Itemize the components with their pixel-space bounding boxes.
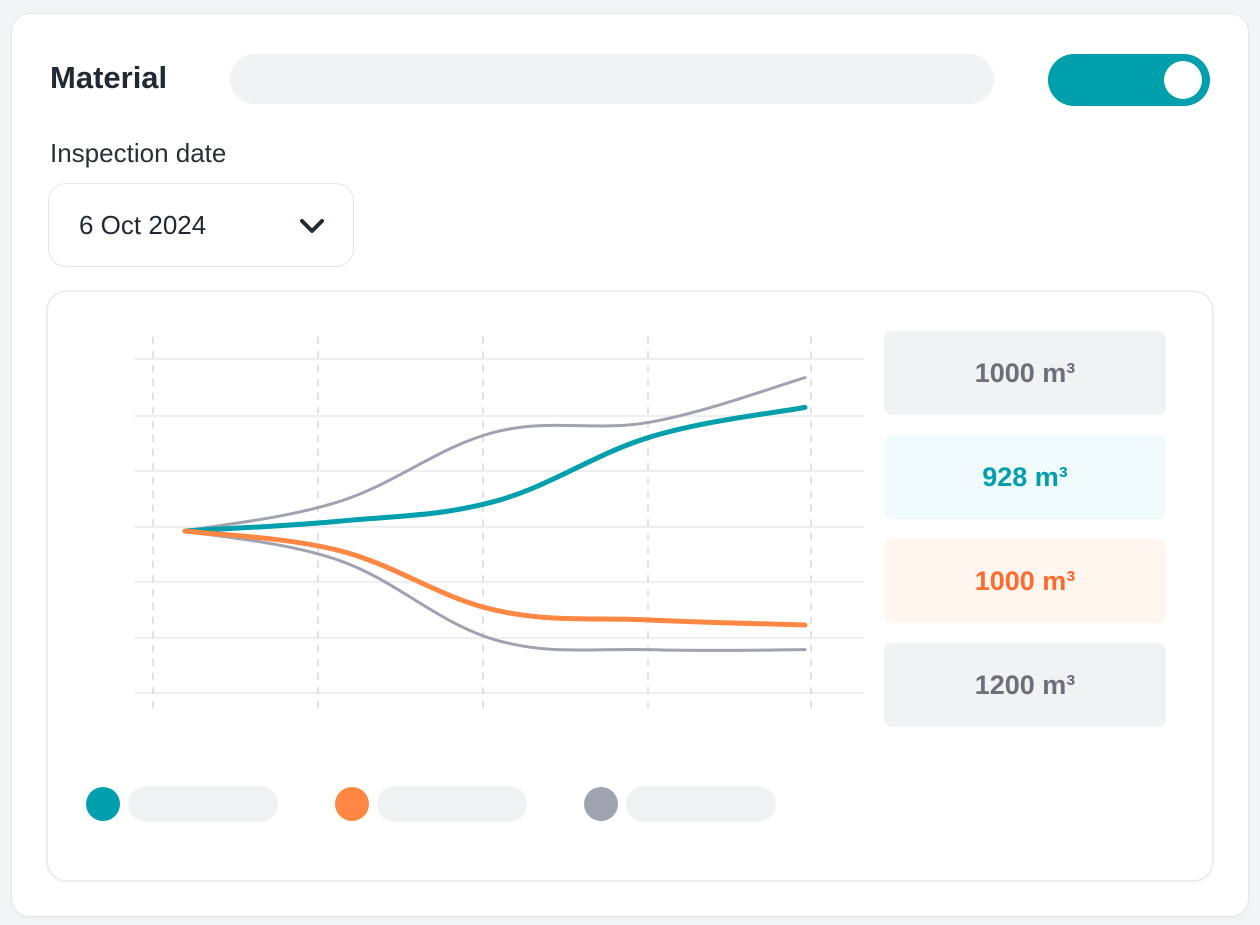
card-title: Material [50, 60, 168, 95]
value-box-3: 1000 m³ [884, 539, 1166, 623]
series-line-teal [182, 404, 808, 534]
inspection-date-value: 6 Oct 2024 [79, 210, 207, 240]
chart-series [182, 376, 808, 652]
material-name-placeholder [230, 54, 994, 104]
value-box-4: 1200 m³ [884, 643, 1166, 727]
legend-dot-orange [335, 787, 369, 821]
material-toggle[interactable] [1048, 54, 1210, 106]
chevron-down-icon [300, 219, 324, 233]
series-line-gray-upper [183, 376, 807, 533]
value-box-2: 928 m³ [884, 435, 1166, 519]
inspection-date-label: Inspection date [50, 138, 227, 168]
chart-grid [134, 337, 864, 714]
value-box-1-text: 1000 m³ [974, 357, 1076, 388]
value-box-2-text: 928 m³ [982, 461, 1068, 492]
legend-label-placeholder [377, 786, 527, 822]
series-line-gray-lower [183, 529, 807, 652]
value-box-3-text: 1000 m³ [974, 565, 1076, 596]
toggle-knob [1164, 61, 1202, 99]
chart-card: 1000 m³ 928 m³ 1000 m³ 1200 m³ [48, 292, 1212, 880]
legend-dot-gray [584, 787, 618, 821]
legend-label-placeholder [128, 786, 278, 822]
value-box-1: 1000 m³ [884, 331, 1166, 415]
value-box-4-text: 1200 m³ [974, 669, 1076, 700]
series-line-orange [182, 528, 808, 628]
legend-dot-teal [86, 787, 120, 821]
line-chart [134, 337, 864, 714]
inspection-date-select[interactable]: 6 Oct 2024 [48, 183, 354, 267]
legend-label-placeholder [626, 786, 776, 822]
